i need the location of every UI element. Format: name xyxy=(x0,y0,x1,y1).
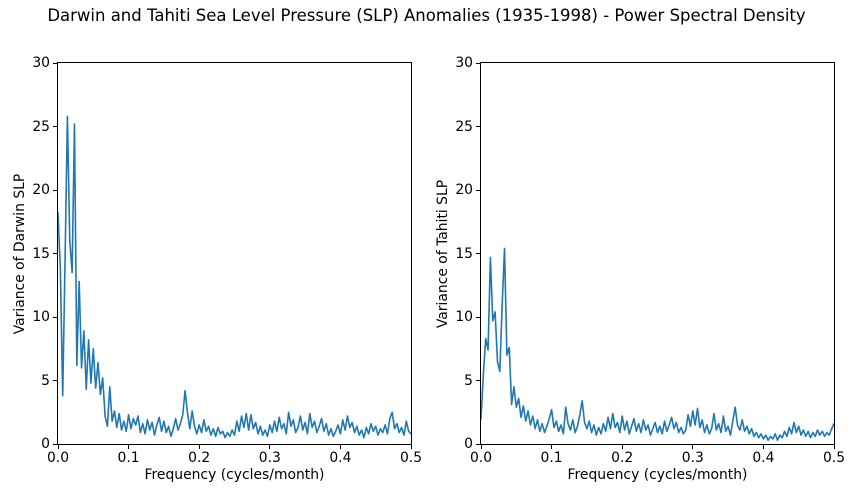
tahiti-x-axis-label: Frequency (cycles/month) xyxy=(567,467,748,483)
x-tick-mark xyxy=(269,445,271,449)
x-tick-mark xyxy=(762,445,764,449)
x-tick-label: 0.5 xyxy=(822,450,846,466)
y-tick-mark xyxy=(476,380,480,381)
y-tick-mark xyxy=(53,189,57,191)
y-tick-label: 0 xyxy=(41,436,50,452)
x-tick-label: 0.3 xyxy=(681,450,704,466)
x-tick-label: 0.1 xyxy=(540,450,563,466)
y-tick-mark xyxy=(53,316,57,318)
y-tick-mark xyxy=(53,443,57,445)
y-tick-mark xyxy=(53,253,57,254)
x-tick-label: 0.4 xyxy=(752,450,775,466)
tahiti-psd-subplot: Variance of Tahiti SLP Frequency (cycles… xyxy=(435,55,845,483)
y-tick-mark xyxy=(53,380,57,381)
darwin-x-axis-label: Frequency (cycles/month) xyxy=(144,467,325,483)
x-tick-mark xyxy=(410,445,412,449)
y-tick-label: 15 xyxy=(32,245,50,262)
x-tick-label: 0.5 xyxy=(399,450,423,466)
y-tick-label: 25 xyxy=(455,118,473,135)
darwin-y-axis-label: Variance of Darwin SLP xyxy=(12,173,28,334)
darwin-psd-line-series xyxy=(58,115,411,439)
x-tick-mark xyxy=(57,445,59,449)
x-tick-label: 0.0 xyxy=(469,450,493,466)
x-tick-label: 0.1 xyxy=(117,450,140,466)
y-tick-label: 20 xyxy=(32,182,50,198)
x-tick-label: 0.4 xyxy=(329,450,352,466)
y-tick-label: 5 xyxy=(464,372,473,389)
tahiti-psd-line-series xyxy=(481,247,834,441)
y-tick-label: 0 xyxy=(464,436,473,452)
x-tick-mark xyxy=(692,445,694,449)
y-tick-label: 25 xyxy=(32,118,50,135)
x-tick-mark xyxy=(480,445,482,449)
y-tick-mark xyxy=(476,126,480,127)
y-tick-label: 30 xyxy=(32,55,50,71)
y-tick-label: 30 xyxy=(455,55,473,71)
x-tick-mark xyxy=(128,445,130,449)
y-tick-label: 10 xyxy=(32,309,50,325)
figure-title: Darwin and Tahiti Sea Level Pressure (SL… xyxy=(47,6,806,25)
x-tick-mark xyxy=(833,445,835,449)
y-tick-mark xyxy=(53,126,57,127)
y-tick-mark xyxy=(476,253,480,254)
x-tick-label: 0.3 xyxy=(258,450,281,466)
x-tick-mark xyxy=(198,445,200,449)
x-tick-label: 0.0 xyxy=(46,450,70,466)
x-tick-label: 0.2 xyxy=(188,450,211,466)
tahiti-y-axis-label: Variance of Tahiti SLP xyxy=(435,179,451,328)
x-tick-mark xyxy=(551,445,553,449)
darwin-psd-subplot: Variance of Darwin SLP Frequency (cycles… xyxy=(12,55,422,483)
y-tick-mark xyxy=(476,316,480,318)
y-tick-label: 10 xyxy=(455,309,473,325)
x-tick-mark xyxy=(621,445,623,449)
y-tick-mark xyxy=(53,62,57,64)
y-tick-label: 15 xyxy=(455,245,473,262)
y-tick-mark xyxy=(476,62,480,64)
y-tick-mark xyxy=(476,189,480,191)
y-tick-label: 5 xyxy=(41,372,50,389)
x-tick-mark xyxy=(339,445,341,449)
y-tick-mark xyxy=(476,443,480,445)
y-tick-label: 20 xyxy=(455,182,473,198)
x-tick-label: 0.2 xyxy=(611,450,634,466)
